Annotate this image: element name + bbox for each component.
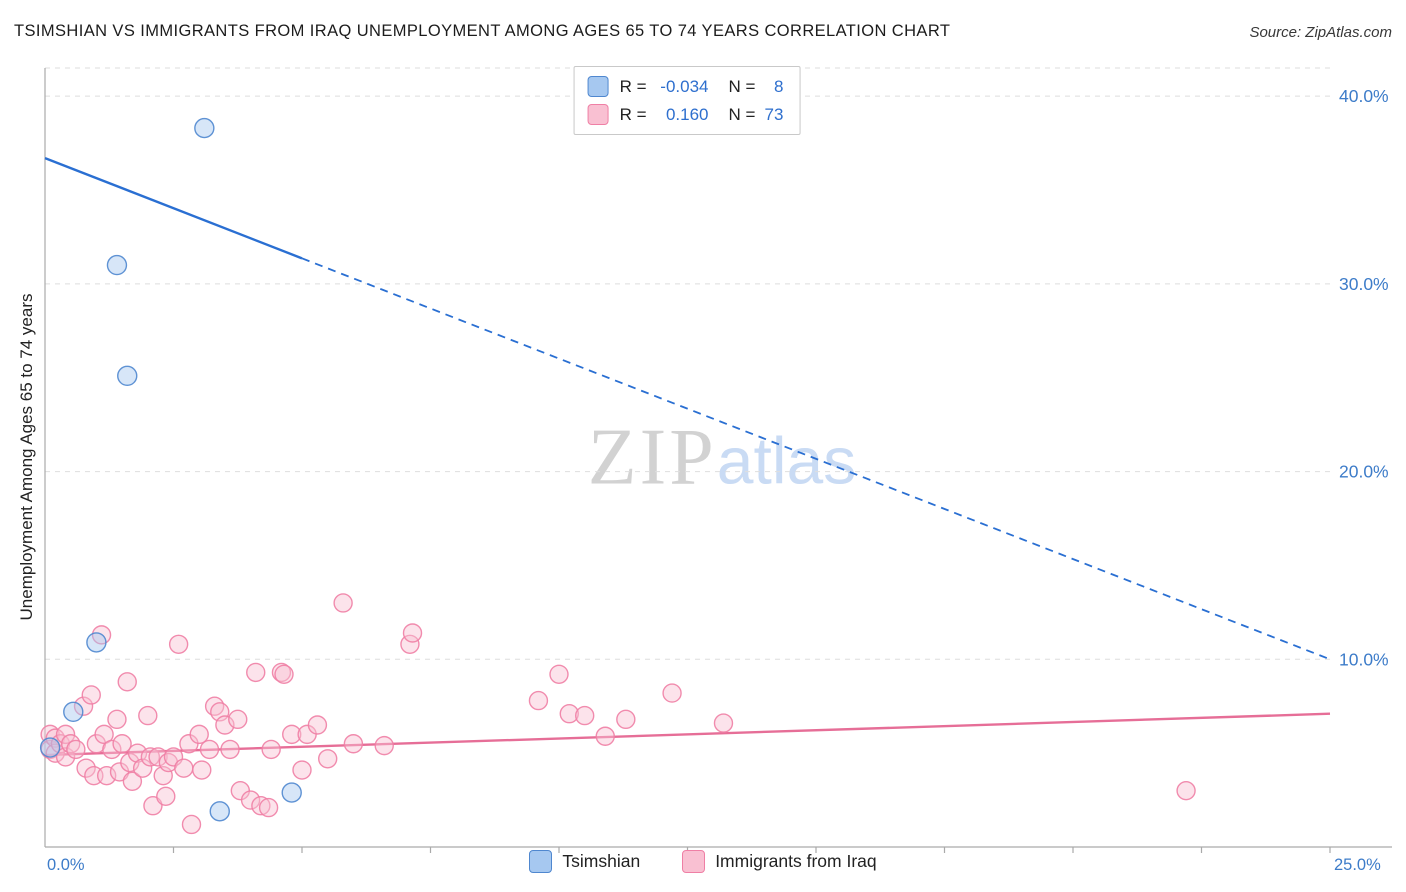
chart-title: TSIMSHIAN VS IMMIGRANTS FROM IRAQ UNEMPL…: [14, 22, 951, 40]
svg-text:20.0%: 20.0%: [1339, 462, 1389, 482]
watermark-zip-text: ZIP: [587, 413, 717, 502]
series-legend: Tsimshian Immigrants from Iraq: [0, 850, 1406, 873]
r-label: R =: [619, 76, 647, 96]
watermark-atlas-text: atlas: [716, 423, 857, 498]
r-value: 0.160: [665, 104, 709, 124]
n-label: N =: [728, 76, 756, 96]
correlation-stats-box: R = -0.034 N = 8 R = 0.160 N = 73: [573, 66, 801, 135]
legend-item-immigrants-from-iraq: Immigrants from Iraq: [682, 850, 877, 873]
legend-item-tsimshian: Tsimshian: [529, 850, 640, 873]
immigrants-from-iraq-swatch: [587, 104, 609, 125]
r-value: -0.034: [660, 76, 709, 96]
svg-text:25.0%: 25.0%: [1334, 856, 1381, 874]
y-axis-label: Unemployment Among Ages 65 to 74 years: [17, 293, 36, 621]
n-label: N =: [728, 104, 756, 124]
immigrants-from-iraq-legend-label: Immigrants from Iraq: [715, 851, 877, 871]
tsimshian-legend-label: Tsimshian: [562, 851, 641, 871]
immigrants-from-iraq-legend-swatch: [682, 850, 706, 873]
svg-text:0.0%: 0.0%: [47, 856, 85, 874]
svg-text:10.0%: 10.0%: [1339, 649, 1389, 669]
r-label: R =: [619, 104, 647, 124]
svg-text:30.0%: 30.0%: [1339, 274, 1389, 294]
stats-row-tsimshian: R = -0.034 N = 8: [587, 76, 784, 97]
source-attribution: Source: ZipAtlas.com: [1249, 24, 1392, 41]
zipatlas-watermark: ZIPatlas: [588, 413, 856, 504]
stats-row-immigrants-from-iraq: R = 0.160 N = 73: [587, 104, 784, 125]
n-value: 8: [773, 76, 784, 96]
tsimshian-legend-swatch: [529, 850, 553, 873]
svg-text:40.0%: 40.0%: [1339, 86, 1389, 106]
tsimshian-swatch: [587, 76, 609, 97]
n-value: 73: [764, 104, 784, 124]
